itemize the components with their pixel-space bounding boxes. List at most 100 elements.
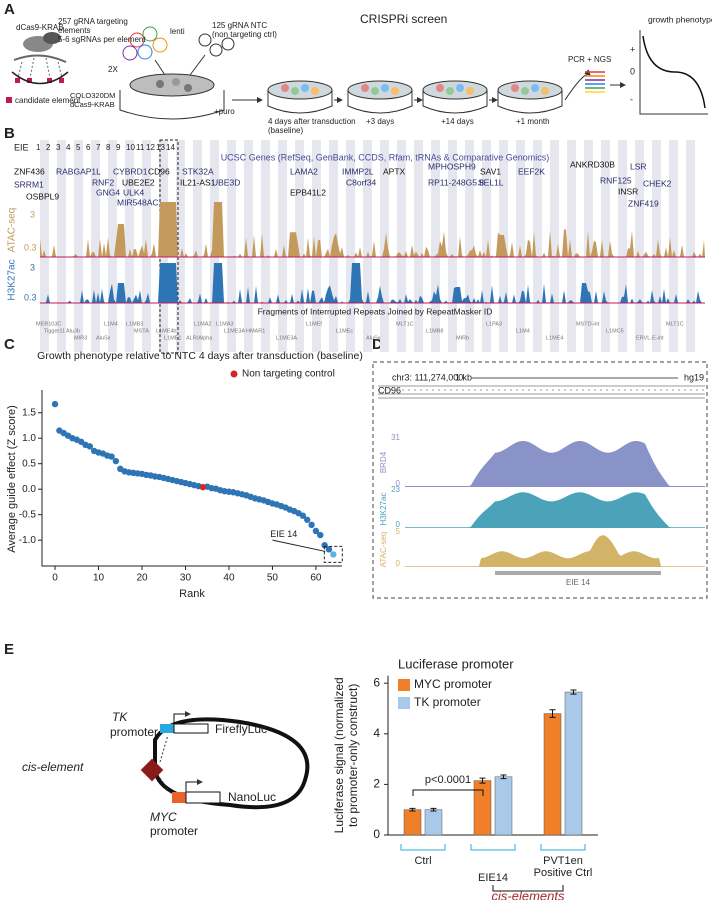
dish xyxy=(267,80,333,100)
label: 0 xyxy=(396,479,401,488)
data-point xyxy=(112,457,120,465)
legend-swatch xyxy=(398,679,410,691)
label: + xyxy=(630,44,635,54)
bracket xyxy=(470,844,516,851)
repeat-label: ERVL-E-int xyxy=(636,335,664,341)
region-bar xyxy=(495,571,661,575)
data-point xyxy=(325,546,333,553)
gene-label: RNF2 xyxy=(92,177,114,187)
label: PCR + NGS xyxy=(568,55,611,64)
gene-label: RP11-248G5.8 xyxy=(428,177,484,187)
label: 3 xyxy=(56,143,61,152)
label: 0 xyxy=(396,559,401,568)
repeat-label: L1M4 xyxy=(516,328,530,334)
label: +puro xyxy=(214,107,235,116)
label: +3 days xyxy=(366,117,394,126)
data-point xyxy=(312,527,320,535)
repeat-label: MER103C xyxy=(36,321,61,327)
label: 10 xyxy=(126,143,135,152)
plot-axes xyxy=(639,30,708,115)
firefly xyxy=(173,723,209,734)
repeat-label: MIR3 xyxy=(74,335,87,341)
cell xyxy=(311,87,319,95)
label: dCas9-KRAB xyxy=(16,23,64,32)
gene-label: CHEK2 xyxy=(643,178,672,188)
x-tick-label: 0 xyxy=(52,573,58,584)
nanoluc xyxy=(185,791,221,804)
error-bar xyxy=(549,709,556,718)
gene-label: INSR xyxy=(618,186,638,196)
stripe xyxy=(448,140,457,352)
repeat-label: Tigger11 xyxy=(44,328,65,334)
x-tick-label: 30 xyxy=(180,573,192,584)
gene-label: EPB41L2 xyxy=(290,187,326,197)
stripe xyxy=(312,140,321,352)
gene-label: ZNF436 xyxy=(14,166,45,176)
cell xyxy=(291,87,299,95)
cell xyxy=(371,87,379,95)
gene-label: GNG4 xyxy=(96,187,120,197)
stripe xyxy=(601,140,610,352)
x-tick-label: 60 xyxy=(310,573,322,584)
repeat-label: L1ME1 xyxy=(164,335,181,341)
promoter-arrow xyxy=(185,779,203,792)
y-tick-label: 0.0 xyxy=(22,484,36,495)
data-point xyxy=(304,516,311,523)
label: dCas9-KRAB xyxy=(70,100,115,109)
panel-label: B xyxy=(4,125,15,142)
stripe xyxy=(91,140,100,352)
panel-box xyxy=(372,361,708,599)
label: UCSC Genes (RefSeq, GenBank, CCDS, Rfam,… xyxy=(221,152,550,162)
stripe xyxy=(465,140,474,352)
panel-label: C xyxy=(4,336,15,353)
repeat-label: L1MEc xyxy=(336,328,353,334)
bar xyxy=(543,713,562,836)
data-point xyxy=(108,453,115,460)
label: promoter xyxy=(150,824,198,838)
dish xyxy=(497,90,563,114)
cell xyxy=(521,87,529,95)
cell xyxy=(281,84,289,92)
label: EIE xyxy=(14,142,29,152)
legend-label: Non targeting control xyxy=(242,369,335,380)
stripe xyxy=(176,140,185,352)
label: 0 xyxy=(630,66,635,76)
label: 3 xyxy=(30,209,35,219)
gene-label: LSR xyxy=(630,161,647,171)
bar xyxy=(424,809,443,836)
label: 2 xyxy=(46,143,51,152)
label: 1 xyxy=(36,143,41,152)
signal-track xyxy=(40,202,705,257)
bar xyxy=(564,691,583,836)
label: 13 xyxy=(156,143,165,152)
label: 257 gRNA targeting xyxy=(58,17,128,26)
phenotype-curve xyxy=(642,35,706,109)
y-tick-label: 1.0 xyxy=(22,433,36,444)
bracket xyxy=(540,844,586,851)
group-bracket xyxy=(492,885,564,892)
bracket xyxy=(400,844,446,851)
interaction xyxy=(159,734,171,793)
legend-label: MYC promoter xyxy=(414,677,492,691)
label: 2X xyxy=(108,65,118,74)
y-tick-label: 6 xyxy=(373,675,380,689)
gene-label: SAV1 xyxy=(480,166,501,176)
gene-label: MPHOSPH9 xyxy=(428,161,476,171)
stripe xyxy=(125,140,134,352)
label: 5-6 sgRNAs per element xyxy=(58,35,146,44)
repeat-label: MSTD-int xyxy=(576,321,600,327)
label: 3 xyxy=(30,262,35,272)
label: candidate element xyxy=(15,96,81,105)
label: 23 xyxy=(391,485,400,494)
data-point xyxy=(317,531,324,539)
x-tick-label: 20 xyxy=(136,573,148,584)
label: (baseline) xyxy=(268,126,303,135)
stripe xyxy=(431,140,440,352)
stripe xyxy=(261,140,270,352)
cell xyxy=(531,84,539,92)
repeat-label: L1MA3 xyxy=(216,321,233,327)
stripe xyxy=(516,140,525,352)
gene-label: MIR548AC xyxy=(117,197,159,207)
cell xyxy=(446,87,454,95)
repeat-label: L1ME4 xyxy=(546,335,563,341)
